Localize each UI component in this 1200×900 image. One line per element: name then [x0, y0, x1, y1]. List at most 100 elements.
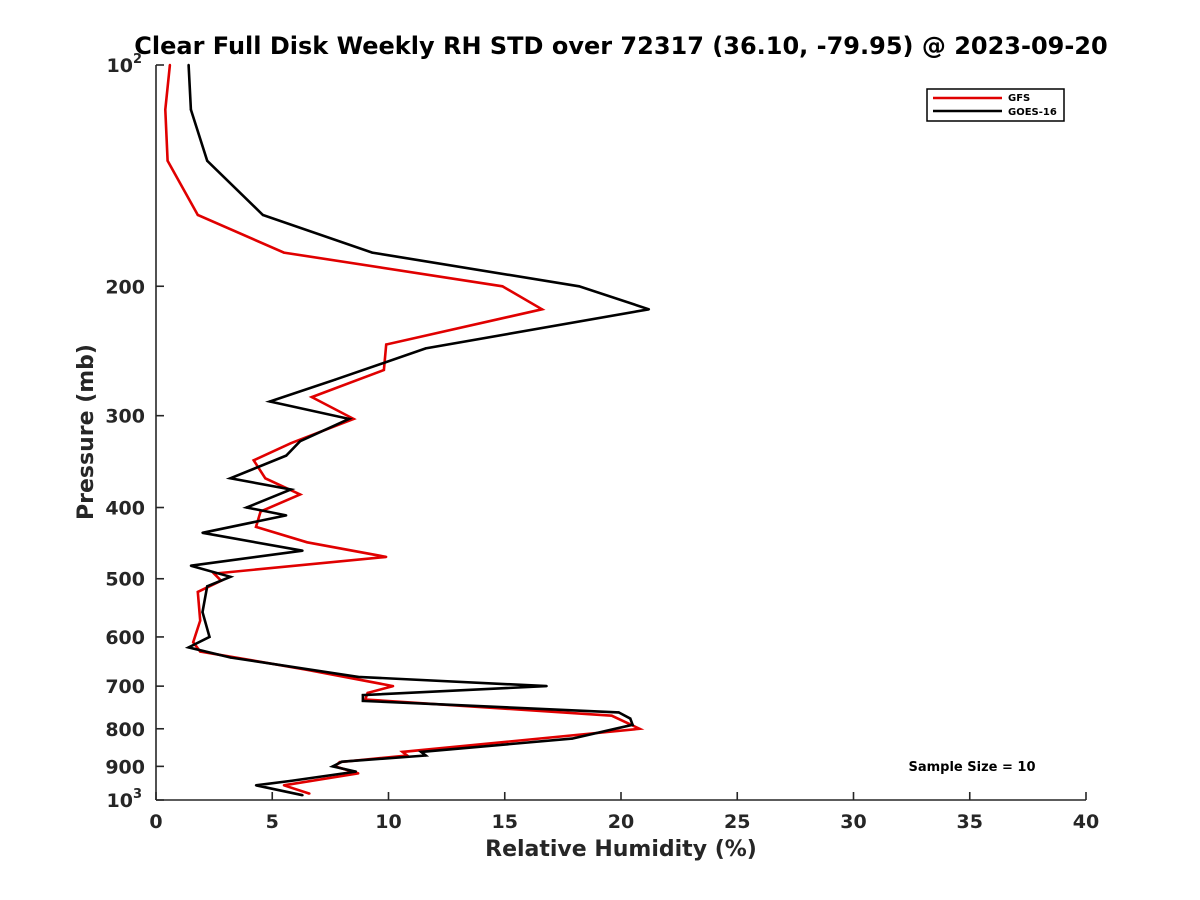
data-point-goes-16 — [571, 737, 574, 740]
data-point-goes-16 — [347, 417, 351, 421]
y-tick-label: 200 — [105, 276, 145, 298]
y-tick-label-base: 700 — [105, 676, 145, 698]
data-point-goes-16 — [340, 760, 344, 763]
data-point-goes-16 — [577, 285, 581, 288]
series-line-gfs — [163, 64, 645, 795]
x-tick-label: 35 — [957, 811, 983, 833]
data-point-goes-16 — [187, 63, 190, 67]
data-point-goes-16 — [419, 750, 423, 754]
data-point-gfs — [401, 750, 404, 754]
y-tick-label: 800 — [105, 719, 145, 741]
x-ticks: 0 5 10 15 20 25 30 35 40 — [149, 792, 1099, 833]
series-gfs — [163, 63, 645, 795]
x-tick-label: 40 — [1073, 811, 1099, 833]
x-axis-label: Relative Humidity (%) — [485, 837, 757, 862]
data-point-gfs — [638, 727, 641, 730]
data-point-gfs — [199, 619, 202, 622]
data-point-goes-16 — [647, 308, 651, 311]
data-point-goes-16 — [371, 251, 374, 254]
x-tick-label: 15 — [492, 811, 518, 833]
data-point-goes-16 — [331, 765, 334, 768]
data-point-gfs — [252, 459, 255, 462]
data-point-goes-16 — [201, 610, 204, 614]
series-goes-16 — [184, 63, 651, 797]
y-axis-label: Pressure (mb) — [74, 344, 99, 520]
data-point-goes-16 — [206, 159, 209, 162]
data-point-goes-16 — [229, 656, 232, 659]
data-point-gfs — [385, 343, 388, 346]
data-point-goes-16 — [208, 635, 211, 639]
chart-title: Clear Full Disk Weekly RH STD over 72317… — [134, 32, 1107, 60]
x-tick-label: 0 — [149, 811, 162, 833]
legend-label-goes-16: GOES-16 — [1008, 107, 1057, 118]
x-tick-label: 30 — [840, 811, 866, 833]
y-tick-label: 400 — [105, 498, 145, 520]
data-point-gfs — [501, 285, 504, 288]
data-point-gfs — [391, 684, 395, 688]
y-tick-label: 103 — [107, 787, 143, 812]
data-point-goes-16 — [424, 754, 427, 757]
data-point-gfs — [196, 213, 199, 217]
y-tick-label-base: 400 — [105, 498, 145, 520]
data-point-gfs — [289, 442, 293, 445]
data-point-goes-16 — [617, 711, 620, 714]
y-tick-label-base: 200 — [105, 276, 145, 298]
data-point-gfs — [264, 477, 267, 480]
data-point-gfs — [196, 590, 199, 594]
y-tick-label: 500 — [105, 569, 145, 591]
y-tick-label: 700 — [105, 676, 145, 698]
data-point-goes-16 — [245, 506, 248, 509]
data-point-gfs — [168, 63, 172, 67]
data-point-goes-16 — [629, 717, 632, 720]
data-point-goes-16 — [333, 378, 337, 381]
y-tick-label-exponent: 2 — [133, 52, 142, 67]
data-point-goes-16 — [361, 699, 365, 703]
data-point-goes-16 — [354, 770, 358, 773]
x-tick-label: 5 — [266, 811, 279, 833]
x-tick-label: 10 — [375, 811, 401, 833]
data-point-gfs — [310, 395, 313, 399]
y-tick-label-base: 300 — [105, 406, 145, 428]
y-tick-label: 300 — [105, 406, 145, 428]
data-point-goes-16 — [189, 564, 193, 567]
data-point-goes-16 — [298, 440, 302, 443]
data-point-gfs — [166, 159, 169, 162]
data-point-gfs — [282, 251, 286, 254]
data-point-gfs — [254, 525, 258, 529]
legend-box — [926, 88, 1065, 122]
data-point-goes-16 — [187, 646, 190, 649]
data-point-gfs — [382, 368, 386, 372]
y-tick-label: 102 — [107, 52, 143, 77]
data-point-gfs — [192, 641, 195, 644]
data-point-gfs — [298, 493, 302, 496]
data-point-goes-16 — [361, 693, 365, 697]
y-tick-label-base: 800 — [105, 719, 145, 741]
y-tick-label: 900 — [105, 756, 145, 778]
y-tick-label-exponent: 3 — [133, 787, 142, 802]
data-point-gfs — [352, 417, 355, 421]
data-point-goes-16 — [289, 779, 293, 783]
x-tick-label: 25 — [724, 811, 750, 833]
data-point-gfs — [164, 108, 167, 111]
data-point-goes-16 — [357, 675, 360, 679]
series-line-goes-16 — [184, 64, 650, 797]
data-point-goes-16 — [189, 108, 193, 111]
data-point-goes-16 — [301, 549, 304, 552]
data-point-goes-16 — [289, 488, 293, 491]
y-tick-label-base: 900 — [105, 756, 145, 778]
y-tick-label: 600 — [105, 627, 145, 649]
y-tick-label-base: 10 — [107, 55, 133, 77]
data-point-gfs — [540, 308, 544, 311]
data-point-goes-16 — [285, 514, 288, 517]
data-point-gfs — [366, 691, 369, 695]
data-point-gfs — [610, 714, 613, 717]
legend: GFS GOES-16 — [926, 88, 1065, 122]
data-point-goes-16 — [301, 794, 304, 797]
data-point-gfs — [385, 555, 388, 559]
sample-size-annotation: Sample Size = 10 — [908, 760, 1035, 775]
data-point-gfs — [282, 784, 286, 787]
data-point-goes-16 — [285, 454, 288, 457]
legend-label-gfs: GFS — [1008, 93, 1030, 104]
x-tick-label: 20 — [608, 811, 634, 833]
